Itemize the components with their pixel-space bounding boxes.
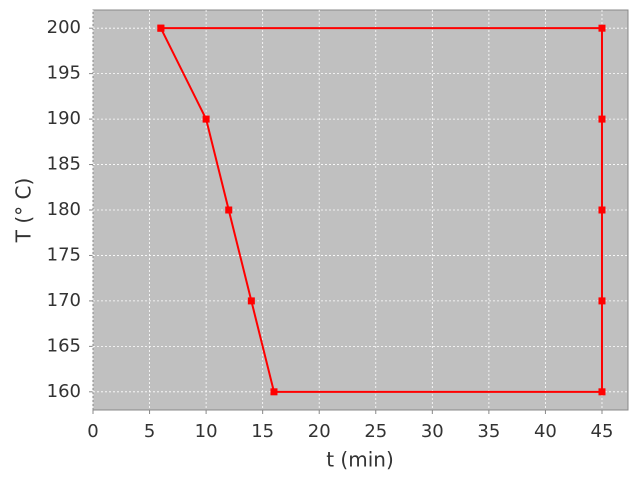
y-tick-label: 165 [47, 335, 81, 356]
point-marker [157, 24, 165, 32]
y-tick-label: 190 [47, 108, 81, 129]
y-tick-label: 160 [47, 381, 81, 402]
x-tick-label: 5 [144, 421, 155, 442]
x-tick-label: 30 [421, 421, 444, 442]
x-tick-label: 15 [251, 421, 274, 442]
x-axis-title: t (min) [326, 448, 394, 472]
point-marker [225, 206, 233, 214]
y-tick-label: 180 [47, 199, 81, 220]
x-tick-label: 45 [591, 421, 614, 442]
y-tick-label: 175 [47, 244, 81, 265]
x-tick-label: 0 [87, 421, 98, 442]
point-marker [598, 297, 606, 305]
x-tick-label: 25 [364, 421, 387, 442]
x-tick-label: 10 [195, 421, 218, 442]
x-tick-label: 20 [308, 421, 331, 442]
point-marker [598, 115, 606, 123]
y-axis-title: T (° C) [12, 178, 36, 244]
x-tick-label: 35 [477, 421, 500, 442]
point-marker [598, 206, 606, 214]
x-tick-label: 40 [534, 421, 557, 442]
point-marker [270, 388, 278, 396]
y-tick-label: 170 [47, 290, 81, 311]
point-marker [598, 24, 606, 32]
y-tick-label: 195 [47, 63, 81, 84]
y-tick-label: 185 [47, 154, 81, 175]
point-marker [202, 115, 210, 123]
point-marker [598, 388, 606, 396]
point-marker [247, 297, 255, 305]
y-tick-label: 200 [47, 17, 81, 38]
